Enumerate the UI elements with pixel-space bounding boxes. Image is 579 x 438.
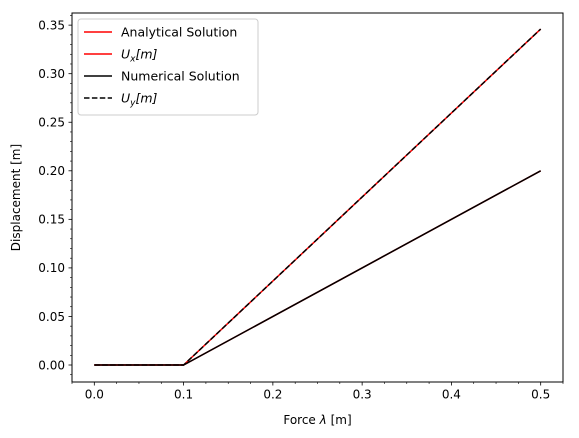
x-tick-label: 0.4 bbox=[442, 388, 461, 402]
x-axis-label-symbol: λ bbox=[319, 413, 327, 427]
axis-ticks: 0.0 0.1 0.2 0.3 0.4 0.5 0.00 0.05 0.10 0.15 0.20 0.… bbox=[38, 15, 564, 402]
x-axis-label-unit: [m] bbox=[331, 413, 352, 427]
legend-box bbox=[77, 18, 259, 116]
y-tick-label: 0.20 bbox=[38, 164, 65, 178]
series-line-1 bbox=[94, 170, 542, 366]
y-tick-label: 0.15 bbox=[38, 213, 65, 227]
x-tick-label: 0.2 bbox=[263, 388, 282, 402]
y-tick-label: 0.00 bbox=[38, 358, 65, 372]
x-tick-label: 0.5 bbox=[531, 388, 550, 402]
x-tick-label: 0.0 bbox=[85, 388, 104, 402]
series-lines bbox=[94, 28, 542, 366]
legend-label-4: Uy[m] bbox=[121, 91, 158, 109]
series-line-4 bbox=[94, 28, 542, 366]
y-axis-label: Displacement [m] bbox=[9, 144, 23, 251]
legend-label-2: Ux[m] bbox=[121, 47, 158, 65]
legend: Analytical Solution Ux[m] Numerical Soluti… bbox=[77, 18, 259, 116]
y-tick-label: 0.35 bbox=[38, 18, 65, 32]
legend-label-1: Analytical Solution bbox=[121, 25, 237, 40]
y-tick-label: 0.05 bbox=[38, 310, 65, 324]
series-line-3 bbox=[94, 170, 542, 366]
x-tick-label: 0.3 bbox=[353, 388, 372, 402]
legend-label-3: Numerical Solution bbox=[121, 69, 240, 84]
x-axis-label: Force λ [m] bbox=[283, 413, 351, 427]
y-tick-label: 0.25 bbox=[38, 116, 65, 130]
y-tick-label: 0.30 bbox=[38, 67, 65, 81]
x-axis-label-text: Force bbox=[283, 413, 315, 427]
x-tick-label: 0.1 bbox=[174, 388, 193, 402]
y-tick-label: 0.10 bbox=[38, 261, 65, 275]
